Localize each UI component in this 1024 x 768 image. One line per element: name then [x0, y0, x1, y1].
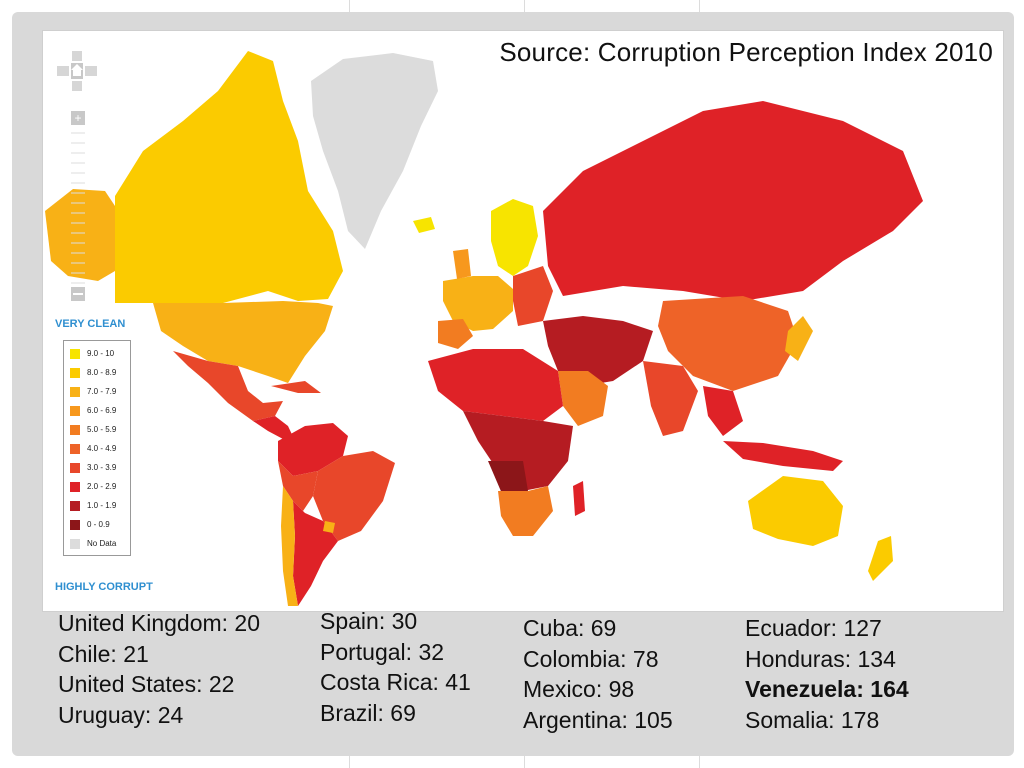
region-russia	[543, 101, 923, 301]
region-japan	[785, 316, 813, 361]
region-southeast-asia	[703, 386, 743, 436]
region-eastern-europe	[513, 266, 553, 326]
legend-item: 3.0 - 3.9	[70, 461, 116, 474]
region-arabia	[558, 371, 608, 426]
region-india	[643, 361, 698, 436]
legend-item-label: 0 - 0.9	[87, 520, 110, 529]
region-chile	[281, 486, 298, 606]
region-iberia	[438, 319, 473, 349]
ranking-entry: Costa Rica: 41	[320, 669, 471, 695]
ranking-entry-highlighted: Venezuela: 164	[745, 676, 909, 702]
region-central-africa	[463, 411, 573, 491]
legend-swatch	[70, 405, 80, 416]
legend-swatch	[70, 348, 80, 359]
legend-swatch	[70, 424, 80, 435]
region-angola	[488, 461, 528, 496]
legend-item-label: 7.0 - 7.9	[87, 387, 117, 396]
legend-item: 7.0 - 7.9	[70, 385, 116, 398]
region-indonesia	[723, 441, 843, 471]
ranking-entry: Spain: 30	[320, 608, 418, 634]
region-middle-east	[543, 316, 653, 386]
ranking-entry: Cuba: 69	[523, 615, 617, 641]
ranking-entry: Uruguay: 24	[58, 701, 184, 728]
legend-title-very-clean: VERY CLEAN	[55, 318, 126, 330]
legend-item-label: 3.0 - 3.9	[87, 463, 117, 472]
region-canada	[115, 51, 343, 303]
ranking-entry: Somalia: 178	[745, 706, 880, 733]
region-andes	[278, 461, 318, 511]
zoom-in-button[interactable]	[71, 111, 85, 125]
region-northern-south-america	[278, 423, 348, 476]
region-mexico	[173, 351, 283, 421]
region-greenland	[311, 53, 438, 249]
legend-swatch	[70, 538, 80, 549]
ranking-entry: Mexico: 98	[523, 676, 635, 702]
svg-text:+: +	[74, 111, 81, 125]
legend-item: 0 - 0.9	[70, 518, 110, 531]
legend-swatch	[70, 481, 80, 492]
source-caption: Source: Corruption Perception Index 2010	[499, 37, 993, 67]
ranking-entry: Ecuador: 127	[745, 615, 882, 641]
region-australia	[748, 476, 843, 546]
region-caribbean	[271, 381, 321, 393]
region-central-america	[253, 416, 295, 441]
legend-item-label: 4.0 - 4.9	[87, 444, 117, 453]
ranking-entry: United Kingdom: 20	[58, 610, 261, 636]
legend-item: 8.0 - 8.9	[70, 366, 116, 379]
legend-item-label: 8.0 - 8.9	[87, 368, 117, 377]
legend-item: No Data	[70, 537, 116, 550]
region-new-zealand	[868, 536, 893, 581]
region-western-europe	[443, 276, 513, 331]
ranking-entry: Brazil: 69	[320, 699, 416, 726]
legend-item: 1.0 - 1.9	[70, 499, 116, 512]
ranking-column: Cuba: 69 Colombia: 78 Mexico: 98 Argenti…	[523, 613, 673, 735]
world-map	[45, 51, 923, 606]
zoom-slider-track[interactable]	[71, 132, 85, 284]
legend-item-label: No Data	[87, 539, 117, 548]
legend-swatch	[70, 367, 80, 378]
ranking-column: Spain: 30 Portugal: 32 Costa Rica: 41 Br…	[320, 606, 471, 728]
region-usa	[153, 301, 333, 383]
world-map-panel: Source: Corruption Perception Index 2010…	[42, 30, 1004, 612]
region-uruguay	[323, 521, 335, 533]
ranking-entry: Chile: 21	[58, 640, 149, 667]
map-zoom-controls[interactable]: +	[57, 49, 97, 329]
ranking-entry: Argentina: 105	[523, 706, 673, 733]
legend-swatch	[70, 443, 80, 454]
legend-swatch	[70, 500, 80, 511]
region-uk	[453, 249, 471, 279]
region-scandinavia	[491, 199, 538, 276]
legend-item-label: 6.0 - 6.9	[87, 406, 117, 415]
region-iceland	[413, 217, 435, 233]
region-north-africa	[428, 349, 563, 421]
legend-item: 6.0 - 6.9	[70, 404, 116, 417]
legend-item: 4.0 - 4.9	[70, 442, 116, 455]
region-southern-africa	[498, 486, 553, 536]
ranking-entry: Colombia: 78	[523, 645, 659, 672]
ranking-column: United Kingdom: 20 Chile: 21 United Stat…	[58, 608, 260, 730]
legend-box: 9.0 - 10 8.0 - 8.9 7.0 - 7.9 6.0 - 6.9 5…	[63, 340, 131, 556]
ranking-column: Ecuador: 127 Honduras: 134 Venezuela: 16…	[745, 613, 909, 735]
legend-title-highly-corrupt: HIGHLY CORRUPT	[55, 581, 153, 593]
legend-swatch	[70, 462, 80, 473]
legend-swatch	[70, 519, 80, 530]
ranking-entry: Portugal: 32	[320, 638, 445, 665]
region-madagascar	[573, 481, 585, 516]
legend-item-label: 1.0 - 1.9	[87, 501, 117, 510]
legend-item: 5.0 - 5.9	[70, 423, 116, 436]
ranking-entry: Honduras: 134	[745, 645, 896, 672]
ranking-entry: United States: 22	[58, 671, 235, 697]
region-brazil	[313, 451, 395, 541]
legend-swatch	[70, 386, 80, 397]
region-alaska	[45, 189, 115, 281]
region-china	[658, 296, 798, 391]
legend-item-label: 5.0 - 5.9	[87, 425, 117, 434]
legend-item-label: 9.0 - 10	[87, 349, 115, 358]
legend-item: 9.0 - 10	[70, 347, 114, 360]
legend-item-label: 2.0 - 2.9	[87, 482, 117, 491]
slide-frame: Source: Corruption Perception Index 2010…	[12, 12, 1014, 756]
pan-control[interactable]	[57, 51, 97, 91]
legend-item: 2.0 - 2.9	[70, 480, 116, 493]
